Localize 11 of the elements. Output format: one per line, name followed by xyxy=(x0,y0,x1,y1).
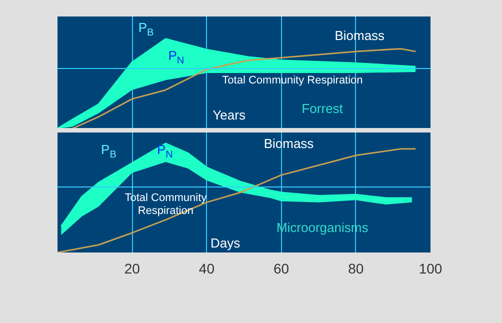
x-tick-label: 20 xyxy=(124,260,140,276)
x-tick-label: 40 xyxy=(198,260,215,276)
x-tick-label: 60 xyxy=(274,260,290,276)
annotation: Total Community Respiration xyxy=(222,74,363,86)
annotation: Days xyxy=(210,235,241,250)
annotation: Years xyxy=(212,108,246,123)
x-tick-label: 100 xyxy=(418,260,442,276)
x-tick-label: 80 xyxy=(348,260,364,276)
annotation: Forrest xyxy=(302,100,344,116)
annotation: Biomass xyxy=(334,28,386,44)
annotation: Biomass xyxy=(264,136,314,151)
